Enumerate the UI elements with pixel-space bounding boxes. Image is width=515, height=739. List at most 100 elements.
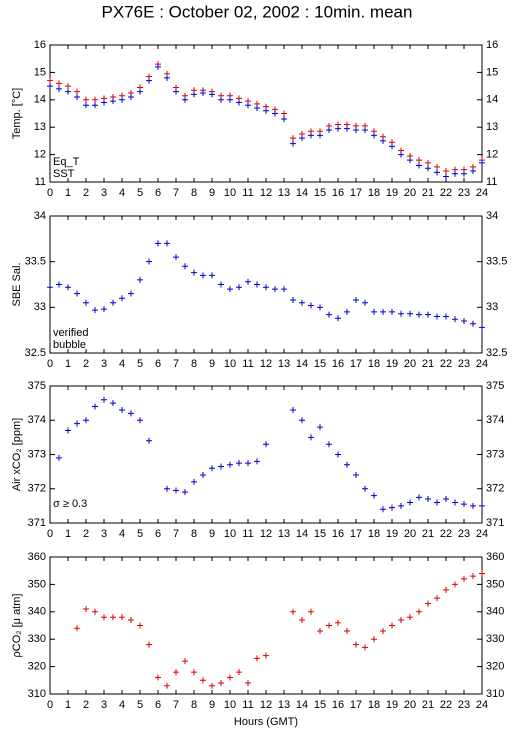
x-tick-label: 10: [224, 187, 236, 199]
x-tick-label: 17: [350, 528, 362, 540]
x-tick-label: 24: [476, 528, 488, 540]
x-tick-label: 17: [350, 358, 362, 370]
point: [92, 608, 98, 615]
point: [236, 460, 242, 467]
x-tick-label: 14: [296, 358, 308, 370]
point: [200, 89, 206, 96]
x-tick-label: 20: [404, 528, 416, 540]
y-axis-label: ρCO₂ [μ atm]: [11, 594, 23, 658]
point: [209, 91, 215, 98]
y-tick-label-right: 310: [486, 688, 504, 700]
y-tick-label-right: 371: [486, 517, 504, 529]
point: [443, 496, 449, 503]
point: [218, 96, 224, 103]
point: [65, 427, 71, 434]
point: [362, 485, 368, 492]
x-tick-label: 23: [458, 187, 470, 199]
point: [245, 460, 251, 467]
x-tick-label: 16: [332, 358, 344, 370]
point: [407, 157, 413, 164]
plot-frame: [49, 556, 483, 695]
y-tick-label-right: 13: [486, 121, 498, 133]
y-tick-label: 15: [34, 66, 46, 78]
point: [317, 304, 323, 311]
x-tick-label: 18: [368, 528, 380, 540]
markers: [47, 61, 485, 180]
x-tick-label: 21: [422, 699, 434, 711]
chart-title: PX76E : October 02, 2002 : 10min. mean: [102, 2, 413, 21]
x-tick-label: 18: [368, 187, 380, 199]
point: [209, 272, 215, 279]
x-tick-label: 20: [404, 699, 416, 711]
x-tick-label: 23: [458, 528, 470, 540]
point: [182, 263, 188, 270]
x-tick-label: 0: [47, 187, 53, 199]
point: [173, 487, 179, 494]
point: [137, 622, 143, 629]
point: [137, 88, 143, 95]
point: [200, 677, 206, 684]
point: [380, 137, 386, 144]
point: [56, 454, 62, 461]
point: [434, 595, 440, 602]
x-tick-label: 9: [209, 187, 215, 199]
point: [83, 417, 89, 424]
point: [272, 286, 278, 293]
point: [236, 669, 242, 676]
point: [416, 608, 422, 615]
point: [47, 83, 53, 90]
y-tick-label: 320: [28, 661, 46, 673]
x-tick-label: 9: [209, 358, 215, 370]
point: [119, 96, 125, 103]
point: [146, 77, 152, 84]
x-tick-label: 22: [440, 187, 452, 199]
point: [74, 420, 80, 427]
x-tick-label: 2: [83, 699, 89, 711]
x-tick-label: 1: [65, 699, 71, 711]
point: [452, 581, 458, 588]
x-tick-label: 19: [386, 187, 398, 199]
point: [182, 658, 188, 665]
x-tick-label: 0: [47, 358, 53, 370]
y-tick-label: 310: [28, 688, 46, 700]
y-tick-label: 350: [28, 578, 46, 590]
point: [119, 614, 125, 621]
point: [263, 284, 269, 291]
x-tick-label: 16: [332, 528, 344, 540]
x-tick-label: 2: [83, 187, 89, 199]
point: [470, 502, 476, 509]
point: [362, 299, 368, 306]
point: [416, 494, 422, 501]
point: [443, 173, 449, 180]
y-tick-label: 32.5: [25, 347, 46, 359]
x-tick-label: 17: [350, 699, 362, 711]
x-tick-label: 12: [260, 358, 272, 370]
y-tick-label-right: 374: [486, 414, 504, 426]
point: [371, 308, 377, 315]
y-tick-label: 16: [34, 39, 46, 51]
point: [335, 125, 341, 132]
y-tick-label-right: 372: [486, 483, 504, 495]
y-tick-label: 34: [34, 210, 46, 222]
x-tick-label: 14: [296, 699, 308, 711]
point: [389, 143, 395, 150]
point: [173, 669, 179, 676]
point: [137, 276, 143, 283]
x-tick-label: 7: [173, 358, 179, 370]
y-tick-label-right: 16: [486, 39, 498, 51]
point: [101, 306, 107, 313]
y-tick-label: 373: [28, 448, 46, 460]
x-tick-label: 15: [314, 699, 326, 711]
x-tick-label: 11: [242, 699, 253, 711]
y-tick-label-right: 11: [486, 176, 497, 188]
point: [479, 502, 485, 509]
point: [299, 417, 305, 424]
point: [335, 451, 341, 458]
x-tick-label: 6: [155, 699, 161, 711]
point: [128, 94, 134, 101]
x-tick-label: 13: [278, 528, 290, 540]
point: [227, 461, 233, 468]
y-tick-label: 372: [28, 483, 46, 495]
y-tick-label: 12: [34, 149, 46, 161]
